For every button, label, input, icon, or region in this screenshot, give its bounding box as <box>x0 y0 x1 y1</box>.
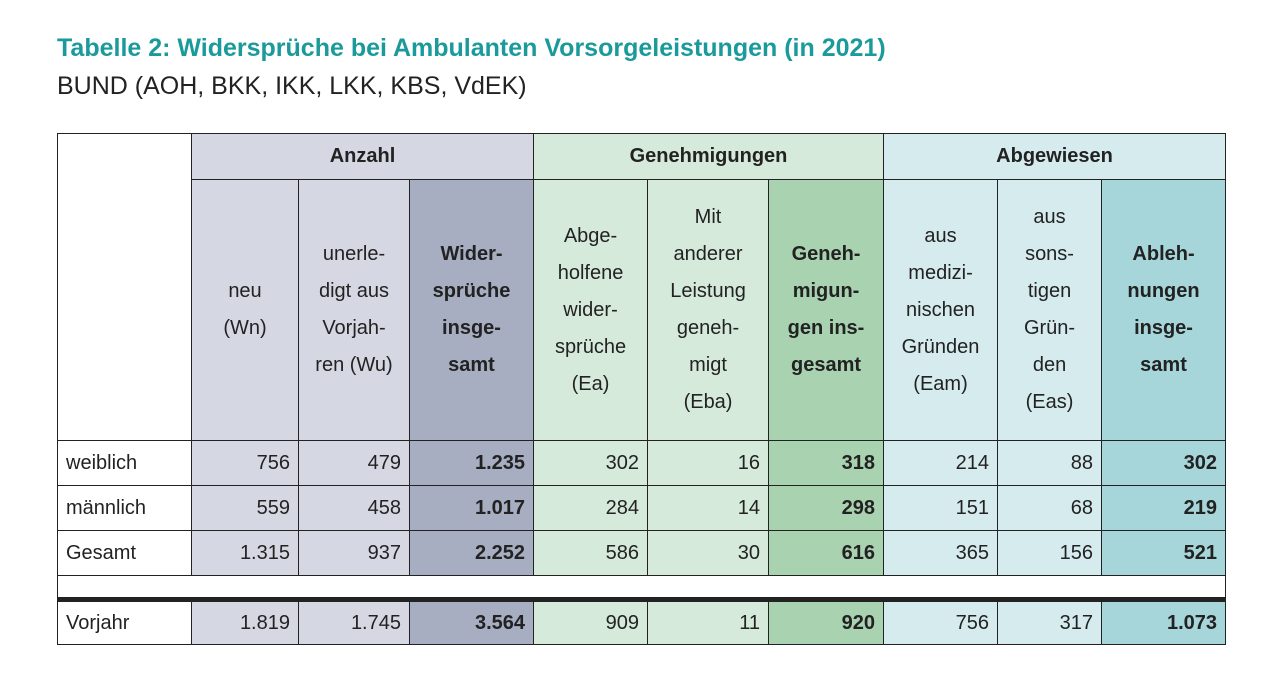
table-cell: 11 <box>647 599 770 645</box>
column-header: Mit anderer Leistung geneh- migt (Eba) <box>647 179 770 441</box>
table-cell: 756 <box>883 599 999 645</box>
table-cell: 156 <box>997 530 1103 576</box>
column-header: aus medizi- nischen Gründen (Eam) <box>883 179 999 441</box>
table-cell: 88 <box>997 440 1103 486</box>
table-cell: 16 <box>647 440 770 486</box>
table-cell: 920 <box>768 599 885 645</box>
table-cell: 14 <box>647 485 770 531</box>
table-cell: 1.073 <box>1101 599 1227 645</box>
table-title: Tabelle 2: Widersprüche bei Ambulanten V… <box>57 34 886 62</box>
table-cell: 1.315 <box>191 530 299 576</box>
table-cell: 68 <box>997 485 1103 531</box>
column-header: unerle- digt aus Vorjah- ren (Wu) <box>298 179 410 441</box>
table-cell: 616 <box>768 530 885 576</box>
row-label: männlich <box>57 485 192 531</box>
column-header: Geneh- migun- gen ins- gesamt <box>768 179 885 441</box>
table-cell: 302 <box>533 440 649 486</box>
table-cell: 284 <box>533 485 649 531</box>
table-cell: 317 <box>997 599 1103 645</box>
table-cell: 1.819 <box>191 599 299 645</box>
group-header-abgewiesen: Abgewiesen <box>883 133 1227 180</box>
column-header: neu (Wn) <box>191 179 299 441</box>
corner-cell <box>57 133 192 441</box>
spacer-cell <box>56 575 1227 602</box>
column-header: Wider- sprüche insge- samt <box>408 179 535 441</box>
table-cell: 1.745 <box>298 599 410 645</box>
row-label: Vorjahr <box>57 599 192 645</box>
table-cell: 1.017 <box>408 485 535 531</box>
table-cell: 1.235 <box>408 440 535 486</box>
table-cell: 937 <box>298 530 410 576</box>
table-cell: 756 <box>191 440 299 486</box>
table-cell: 521 <box>1101 530 1227 576</box>
table-cell: 298 <box>768 485 885 531</box>
row-label: weiblich <box>57 440 192 486</box>
table-cell: 586 <box>533 530 649 576</box>
table-cell: 365 <box>883 530 999 576</box>
table-cell: 909 <box>533 599 649 645</box>
table-cell: 219 <box>1101 485 1227 531</box>
table-cell: 214 <box>883 440 999 486</box>
column-header: Ableh- nungen insge- samt <box>1101 179 1227 441</box>
column-header: Abge- holfene wider- sprüche (Ea) <box>533 179 649 441</box>
table-cell: 559 <box>191 485 299 531</box>
row-label: Gesamt <box>57 530 192 576</box>
table-subtitle: BUND (AOH, BKK, IKK, LKK, KBS, VdEK) <box>57 72 527 100</box>
table-cell: 151 <box>883 485 999 531</box>
table-row: Vorjahr 1.819 1.745 3.564 909 11 920 756 317 1.07… <box>57 599 1227 645</box>
group-header-anzahl: Anzahl <box>190 133 535 180</box>
group-header-genehmigungen: Genehmigungen <box>533 133 885 180</box>
table-cell: 479 <box>298 440 410 486</box>
spacer-row <box>56 575 1227 602</box>
table-cell: 3.564 <box>408 599 535 645</box>
table-row: männlich 559 458 1.017 284 14 298 151 68 219 <box>57 485 1227 531</box>
table-row: Gesamt 1.315 937 2.252 586 30 616 365 156 521 <box>57 530 1227 576</box>
data-table: Anzahl Genehmigungen Abgewiesen neu (Wn)… <box>56 133 1227 645</box>
table-cell: 458 <box>298 485 410 531</box>
table-cell: 318 <box>768 440 885 486</box>
table-cell: 302 <box>1101 440 1227 486</box>
table-cell: 30 <box>647 530 770 576</box>
column-header: aus sons- tigen Grün- den (Eas) <box>997 179 1103 441</box>
table-row: weiblich 756 479 1.235 302 16 318 214 88 302 <box>57 440 1227 486</box>
table-cell: 2.252 <box>408 530 535 576</box>
